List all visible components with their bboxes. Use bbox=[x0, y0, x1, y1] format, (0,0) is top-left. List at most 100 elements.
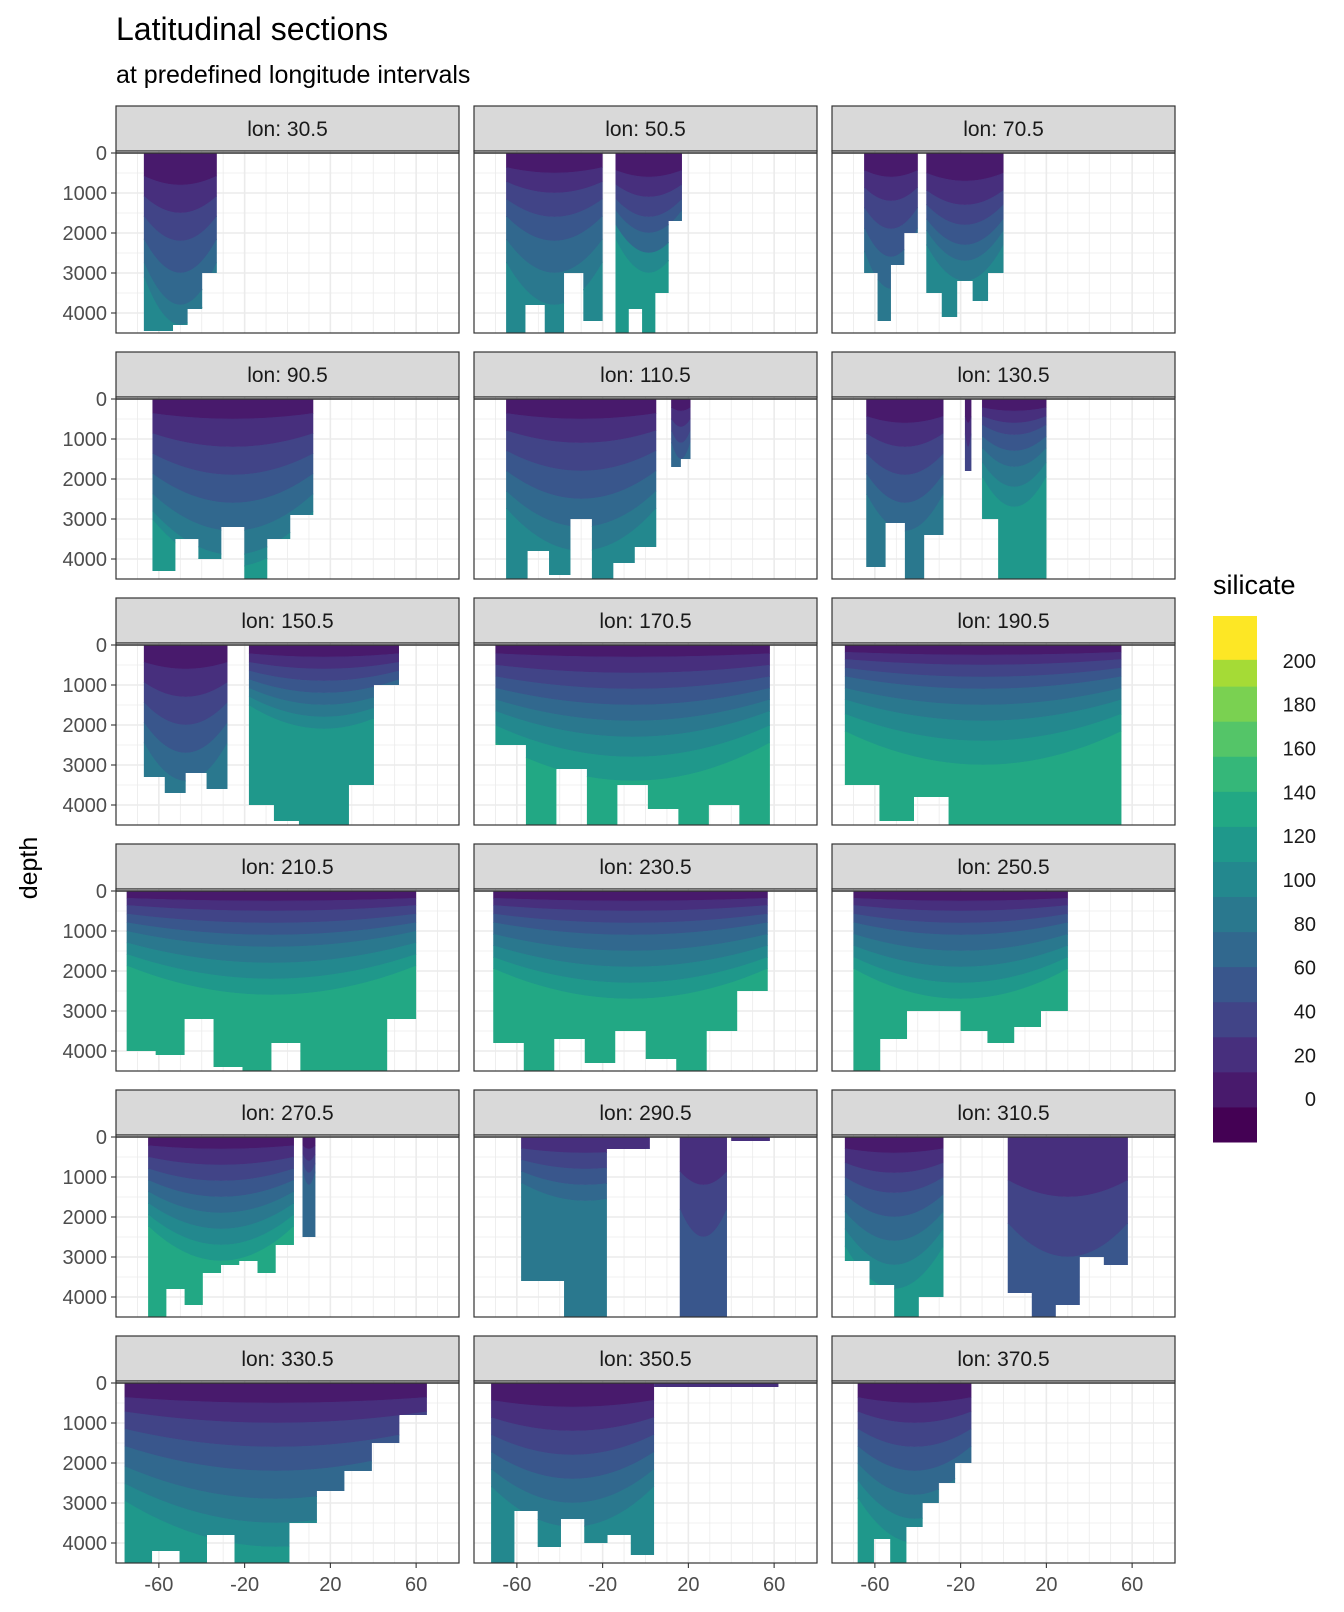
panel-border bbox=[115, 1380, 460, 1564]
section-bands bbox=[679, 1137, 727, 1317]
contour-band bbox=[964, 433, 972, 471]
contour-band bbox=[1007, 1137, 1128, 1198]
panel-border bbox=[473, 1380, 818, 1564]
contour-band bbox=[864, 250, 918, 321]
facet-strip-label: lon: 310.5 bbox=[957, 1102, 1049, 1125]
section-bands bbox=[844, 645, 1122, 825]
facet-strip-label: lon: 270.5 bbox=[241, 1102, 333, 1125]
y-tick-label: 2000 bbox=[63, 1207, 108, 1229]
section-bands bbox=[302, 1137, 316, 1237]
panel-border bbox=[115, 1134, 460, 1318]
panel-border bbox=[831, 1134, 1176, 1318]
x-tick-label: 60 bbox=[405, 1574, 427, 1596]
section-data bbox=[844, 645, 1122, 825]
facet-strip bbox=[831, 597, 1176, 644]
y-tick-label: 1000 bbox=[63, 675, 108, 697]
chart-title: Latitudinal sections bbox=[116, 11, 388, 47]
contour-band bbox=[143, 276, 217, 331]
section-bands bbox=[964, 399, 972, 471]
facet-strip bbox=[831, 1089, 1176, 1136]
y-tick-label: 2000 bbox=[63, 1453, 108, 1475]
facet-panel: lon: 110.5 bbox=[473, 351, 818, 580]
y-tick-label: 0 bbox=[96, 1127, 107, 1149]
chart-subtitle: at predefined longitude intervals bbox=[116, 61, 470, 89]
y-tick-label: 0 bbox=[96, 635, 107, 657]
panel-border bbox=[115, 888, 460, 1072]
facet-panel: lon: 90.5 0 1000 2000 3000 4000 bbox=[63, 351, 460, 580]
y-tick-label: 3000 bbox=[63, 509, 108, 531]
facet-strip-label: lon: 230.5 bbox=[599, 856, 691, 879]
facet-panel: lon: 70.5 bbox=[831, 105, 1176, 334]
panel-border bbox=[831, 396, 1176, 580]
facet-strip bbox=[115, 1335, 460, 1382]
legend-title: silicate bbox=[1213, 570, 1296, 600]
y-tick-label: 2000 bbox=[63, 961, 108, 983]
section-bands bbox=[671, 399, 691, 467]
legend-label: 100 bbox=[1283, 870, 1316, 892]
section-data bbox=[143, 645, 399, 825]
y-tick-label: 0 bbox=[96, 881, 107, 903]
facet-strip bbox=[115, 105, 460, 152]
legend-label: 120 bbox=[1283, 826, 1316, 848]
y-tick-label: 3000 bbox=[63, 755, 108, 777]
x-tick-label: 60 bbox=[763, 1574, 785, 1596]
legend-label: 0 bbox=[1305, 1089, 1316, 1111]
facet-strip bbox=[115, 843, 460, 890]
contour-band bbox=[926, 153, 1004, 182]
y-tick-label: 0 bbox=[96, 143, 107, 165]
contour-band bbox=[143, 741, 228, 793]
contour-band bbox=[679, 1208, 727, 1317]
facet-strip-label: lon: 70.5 bbox=[963, 118, 1044, 141]
facet-panel: lon: 310.5 bbox=[831, 1089, 1176, 1318]
facet-strip-label: lon: 210.5 bbox=[241, 856, 333, 879]
section-data bbox=[844, 1137, 1128, 1317]
facet-strip-label: lon: 190.5 bbox=[957, 610, 1049, 633]
y-tick-label: 3000 bbox=[63, 263, 108, 285]
panel-border bbox=[473, 642, 818, 826]
facet-panel: lon: 270.5 0 1000 2000 3000 4000 bbox=[63, 1089, 460, 1318]
section-bands bbox=[982, 399, 1047, 579]
legend-label: 180 bbox=[1283, 695, 1316, 717]
y-tick-label: 4000 bbox=[63, 1533, 108, 1555]
facet-strip-label: lon: 330.5 bbox=[241, 1348, 333, 1371]
facet-strip-label: lon: 370.5 bbox=[957, 1348, 1049, 1371]
legend-label: 200 bbox=[1283, 651, 1316, 673]
facet-panel: lon: 230.5 bbox=[473, 843, 818, 1072]
panel-border bbox=[831, 888, 1176, 1072]
y-tick-label: 2000 bbox=[63, 715, 108, 737]
facet-strip-label: lon: 30.5 bbox=[247, 118, 328, 141]
facet-panel: lon: 130.5 bbox=[831, 351, 1176, 580]
y-tick-label: 1000 bbox=[63, 429, 108, 451]
facet-panel: lon: 210.5 0 1000 2000 3000 4000 bbox=[63, 843, 460, 1072]
y-tick-label: 1000 bbox=[63, 183, 108, 205]
x-tick-label: 60 bbox=[1121, 1574, 1143, 1596]
facet-panel: lon: 250.5 bbox=[831, 843, 1176, 1072]
x-tick-label: -20 bbox=[946, 1574, 975, 1596]
legend-label: 60 bbox=[1294, 958, 1316, 980]
facet-strip-label: lon: 130.5 bbox=[957, 364, 1049, 387]
legend-swatch bbox=[1213, 826, 1257, 862]
facet-strip bbox=[473, 1089, 818, 1136]
panel-border bbox=[115, 150, 460, 334]
facet-strip-label: lon: 350.5 bbox=[599, 1348, 691, 1371]
facet-strip bbox=[473, 597, 818, 644]
x-tick-label: -20 bbox=[230, 1574, 259, 1596]
legend-swatch bbox=[1213, 896, 1257, 933]
facet-panel: lon: 330.5 0 1000 2000 3000 4000 -60 -20 20 60 bbox=[63, 1335, 460, 1596]
y-tick-label: 3000 bbox=[63, 1493, 108, 1515]
y-tick-label: 1000 bbox=[63, 1167, 108, 1189]
legend-swatch bbox=[1213, 791, 1257, 827]
facet-strip-label: lon: 90.5 bbox=[247, 364, 328, 387]
y-tick-label: 4000 bbox=[63, 795, 108, 817]
y-tick-label: 2000 bbox=[63, 469, 108, 491]
legend: silicate 0 20 40 60 80 100 120 140 160 180 200 bbox=[1213, 570, 1316, 1143]
y-tick-label: 1000 bbox=[63, 921, 108, 943]
legend-swatch bbox=[1213, 1001, 1257, 1038]
y-tick-label: 4000 bbox=[63, 1287, 108, 1309]
y-tick-label: 4000 bbox=[63, 1041, 108, 1063]
legend-swatch bbox=[1213, 931, 1257, 968]
facet-panel: lon: 350.5 -60 -20 20 60 bbox=[473, 1335, 818, 1596]
section-bands bbox=[143, 645, 228, 793]
contour-band bbox=[302, 1171, 316, 1237]
